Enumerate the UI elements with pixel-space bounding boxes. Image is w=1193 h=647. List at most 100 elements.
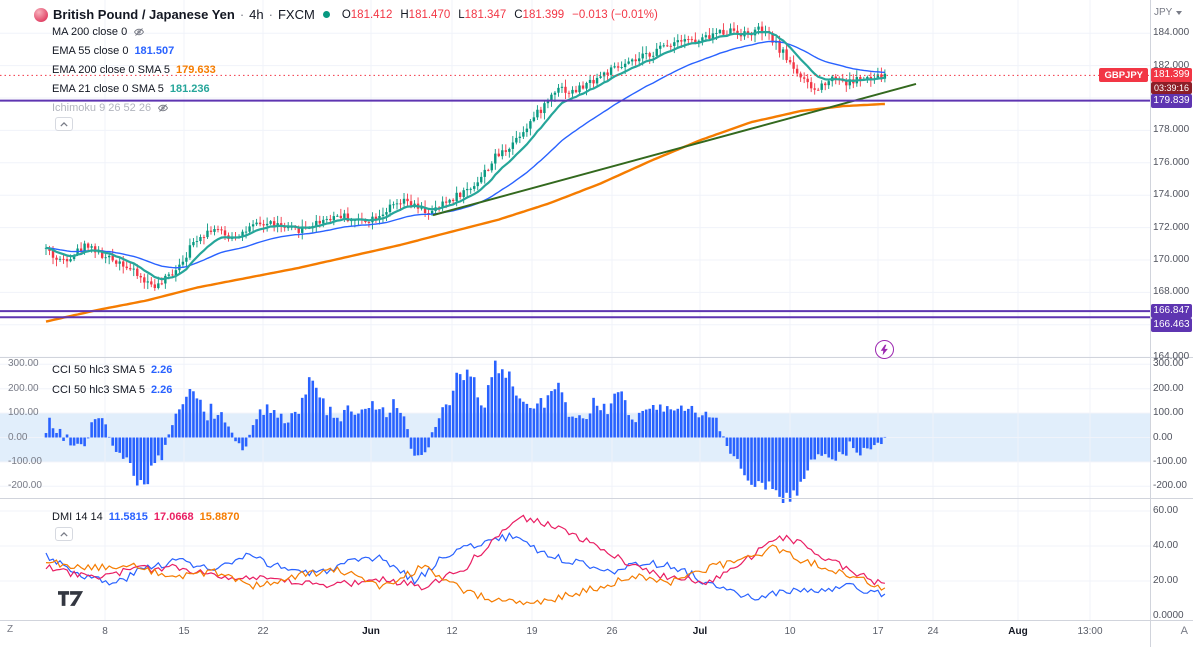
price-tick-label: 168.000: [1153, 286, 1190, 298]
indicator-legend-row[interactable]: EMA 55 close 0 181.507: [52, 42, 174, 59]
cci-left-tick-label: -200.00: [8, 480, 42, 492]
ohlc-readout: O181.412 H181.470 L181.347 C181.399 −0.0…: [342, 9, 658, 21]
indicator-legend-row[interactable]: MA 200 close 0: [52, 23, 145, 40]
indicator-legend-row[interactable]: EMA 200 close 0 SMA 5 179.633: [52, 61, 216, 78]
eye-off-icon[interactable]: [133, 26, 145, 38]
time-axis-label: Jun: [362, 626, 380, 637]
cci-tick-label: 200.00: [1153, 382, 1184, 394]
time-axis-label: 15: [178, 626, 190, 637]
open-label: O: [341, 8, 351, 21]
separator-dot: ·: [268, 7, 273, 22]
corner-label-z: Z: [7, 624, 14, 635]
dmi-tick-label: 0.0000: [1153, 610, 1184, 621]
collapse-dmi-pane-button[interactable]: [55, 527, 73, 541]
eye-off-icon[interactable]: [157, 102, 169, 114]
level-price-badge: 166.463: [1151, 318, 1192, 333]
time-axis-label: 22: [257, 626, 269, 637]
chevron-up-icon: [60, 531, 68, 537]
auto-scale-label[interactable]: A: [1180, 625, 1188, 637]
collapse-main-pane-button[interactable]: [55, 117, 73, 131]
cci-tick-label: 100.00: [1153, 407, 1184, 419]
time-axis-label: 12: [446, 626, 458, 637]
indicator-value: 181.507: [134, 44, 175, 57]
low-label: L: [458, 8, 465, 21]
level-price-badge: 166.847: [1151, 304, 1192, 319]
close-value: 181.399: [522, 8, 565, 21]
time-axis-label: 24: [927, 626, 939, 637]
indicator-legend-row[interactable]: DMI 14 14 11.5815 17.0668 15.8870: [52, 508, 239, 525]
time-axis-label: 17: [872, 626, 884, 637]
cci-tick-label: 300.00: [1153, 358, 1184, 370]
indicator-label: DMI 14 14: [52, 510, 103, 523]
indicator-legend-row[interactable]: EMA 21 close 0 SMA 5 181.236: [52, 80, 210, 97]
indicator-label: Ichimoku 9 26 52 26: [52, 101, 152, 114]
lightning-bolt-icon: [880, 344, 888, 355]
cci-left-tick-label: 200.00: [8, 382, 39, 394]
tradingview-logo-icon: [58, 591, 84, 606]
high-label: H: [400, 8, 409, 21]
time-axis-label: 8: [102, 626, 108, 637]
indicator-label: EMA 200 close 0 SMA 5: [52, 63, 171, 76]
market-status-dot: [322, 11, 330, 18]
price-tick-label: 182.000: [1153, 59, 1190, 71]
time-axis-label: 10: [784, 626, 796, 637]
level-price-badge: 179.839: [1151, 93, 1192, 108]
last-price-badge: 181.399: [1151, 68, 1192, 83]
cci-left-tick-label: 0.00: [8, 431, 28, 443]
indicator-label: EMA 21 close 0 SMA 5: [52, 82, 164, 95]
timeframe-label[interactable]: 4h: [249, 7, 264, 22]
countdown-badge: 03:39:16: [1151, 82, 1192, 95]
cci-tick-label: -100.00: [1153, 455, 1187, 467]
cci-tick-label: 0.00: [1153, 431, 1173, 443]
chevron-down-icon: [1176, 10, 1183, 15]
price-tick-label: 170.000: [1153, 254, 1190, 265]
indicator-value: 11.5815: [108, 510, 148, 523]
indicator-legend-row[interactable]: Ichimoku 9 26 52 26: [52, 99, 169, 116]
dmi-tick-label: 20.00: [1153, 575, 1179, 586]
change-value: −0.013 (−0.01%): [572, 8, 658, 21]
high-value: 181.470: [408, 8, 451, 21]
time-axis-label: Aug: [1008, 626, 1028, 637]
dmi-tick-label: 40.00: [1153, 540, 1179, 551]
indicator-label: MA 200 close 0: [52, 25, 128, 38]
price-tick-label: 176.000: [1153, 156, 1190, 168]
indicator-label: EMA 55 close 0: [52, 44, 129, 57]
separator-dot: ·: [239, 7, 245, 22]
currency-label: JPY: [1154, 7, 1173, 18]
exchange-label[interactable]: FXCM: [277, 7, 315, 22]
symbol-price-label: GBPJPY: [1099, 68, 1148, 83]
price-scale-unit-selector[interactable]: JPY: [1154, 7, 1183, 18]
low-value: 181.347: [464, 8, 507, 21]
close-label: C: [514, 8, 523, 21]
indicator-value: 179.633: [176, 63, 216, 76]
cci-left-tick-label: 100.00: [8, 407, 39, 419]
indicator-value: 17.0668: [153, 510, 194, 523]
symbol-title[interactable]: British Pound / Japanese Yen: [53, 7, 235, 22]
indicator-value: 2.26: [150, 363, 173, 376]
indicator-value: 15.8870: [199, 510, 240, 523]
time-axis-label: Jul: [692, 626, 708, 637]
time-axis-label: 13:00: [1077, 626, 1103, 637]
indicator-legend-row[interactable]: CCI 50 hlc3 SMA 5 2.26: [52, 361, 172, 378]
symbol-logo-icon: [34, 7, 48, 22]
quick-action-lightning-button[interactable]: [875, 340, 894, 359]
chevron-up-icon: [60, 121, 68, 127]
time-axis-label: 26: [606, 626, 618, 637]
open-value: 181.412: [350, 8, 393, 21]
indicator-value: 181.236: [169, 82, 210, 95]
indicator-value: 2.26: [150, 383, 173, 396]
symbol-header: British Pound / Japanese Yen · 4h · FXCM…: [34, 7, 658, 22]
tradingview-logo[interactable]: [58, 591, 84, 611]
cci-left-tick-label: 300.00: [8, 358, 39, 370]
price-tick-label: 184.000: [1153, 27, 1190, 39]
cci-left-tick-label: -100.00: [8, 455, 42, 467]
indicator-legend-row[interactable]: CCI 50 hlc3 SMA 5 2.26: [52, 381, 172, 398]
price-tick-label: 174.000: [1153, 189, 1190, 201]
indicator-label: CCI 50 hlc3 SMA 5: [52, 363, 145, 376]
dmi-tick-label: 60.00: [1153, 505, 1179, 516]
price-tick-label: 178.000: [1153, 124, 1190, 136]
price-tick-label: 164.000: [1153, 351, 1190, 362]
cci-tick-label: -200.00: [1153, 480, 1187, 492]
